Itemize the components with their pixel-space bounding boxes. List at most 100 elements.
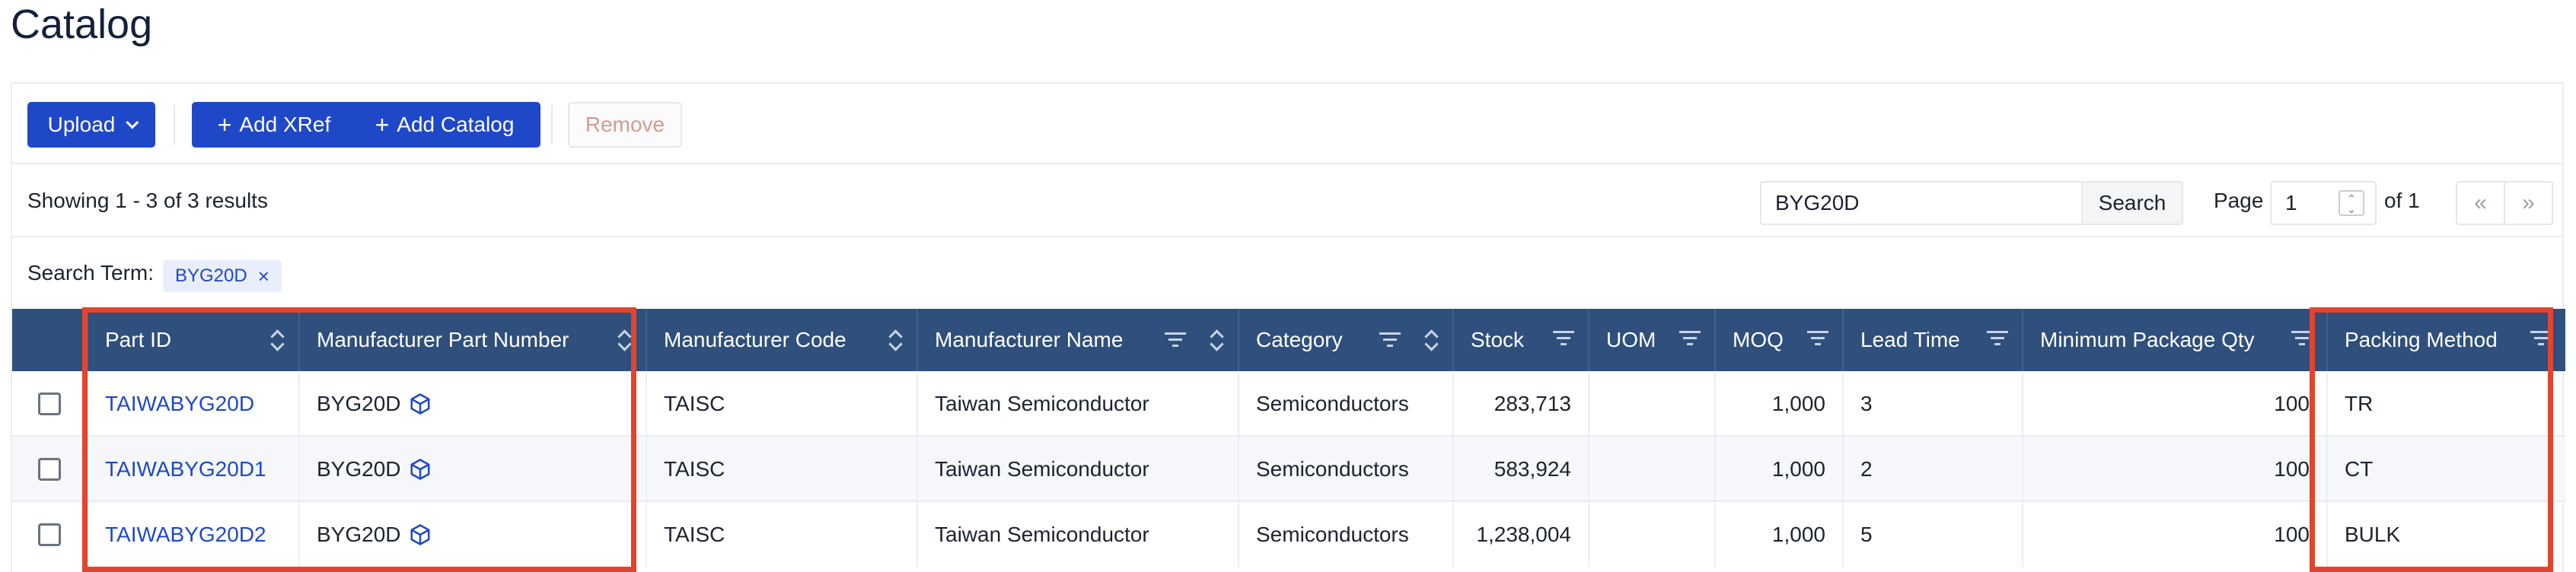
table-row: TAIWABYG20D2 BYG20D TAISC Taiwan Semicon… — [12, 502, 2565, 567]
column-header-manufacturer-code[interactable]: Manufacturer Code — [646, 309, 917, 371]
table-row: TAIWABYG20D1 BYG20D TAISC Taiwan Semicon… — [12, 437, 2565, 502]
cube-icon[interactable] — [409, 523, 432, 546]
column-header-uom[interactable]: UOM — [1588, 309, 1714, 371]
mpn-cell: BYG20D — [298, 437, 646, 502]
stock-cell: 283,713 — [1452, 371, 1588, 437]
page-number-value: 1 — [2285, 191, 2297, 214]
column-header-lead-time[interactable]: Lead Time — [1842, 309, 2022, 371]
lead-time-cell: 2 — [1842, 437, 2022, 502]
column-label: Manufacturer Part Number — [317, 328, 569, 351]
search-button[interactable]: Search — [2081, 181, 2183, 225]
filter-icon[interactable] — [1379, 330, 1401, 350]
column-label: Part ID — [105, 328, 172, 351]
column-header-stock[interactable]: Stock — [1452, 309, 1588, 371]
plus-icon: + — [375, 111, 390, 138]
column-header-category[interactable]: Category — [1238, 309, 1452, 371]
column-label: Manufacturer Name — [935, 328, 1124, 351]
mfr-code-cell: TAISC — [646, 371, 917, 437]
uom-cell — [1588, 371, 1714, 437]
page-stepper-icon[interactable]: ⌃ ⌄ — [2338, 190, 2364, 216]
close-icon[interactable]: × — [257, 264, 269, 288]
upload-label: Upload — [47, 113, 116, 136]
pagination: « » — [2456, 181, 2553, 225]
column-header-manufacturer-part-number[interactable]: Manufacturer Part Number — [298, 309, 646, 371]
page-number-input[interactable]: 1 ⌃ ⌄ — [2270, 181, 2377, 225]
sort-icon[interactable] — [1423, 329, 1439, 351]
filter-icon[interactable] — [2530, 329, 2552, 348]
last-page-icon[interactable]: » — [2522, 190, 2535, 215]
filter-icon[interactable] — [1165, 330, 1186, 350]
moq-cell: 1,000 — [1714, 502, 1842, 567]
filter-icon[interactable] — [1553, 329, 1574, 348]
column-header-minimum-package-qty[interactable]: Minimum Package Qty — [2022, 309, 2326, 371]
highlight-box-packing-column — [2310, 307, 2553, 572]
row-select-cell — [12, 437, 87, 502]
min-package-qty-cell: 100 — [2022, 502, 2326, 567]
filter-icon[interactable] — [1679, 329, 1701, 348]
lead-time-cell: 3 — [1842, 371, 2022, 437]
part-id-link[interactable]: TAIWABYG20D2 — [87, 502, 298, 567]
mpn-value: BYG20D — [317, 457, 401, 481]
column-header-part-id[interactable]: Part ID — [87, 309, 298, 371]
results-summary: Showing 1 - 3 of 3 results — [27, 189, 268, 212]
part-id-link[interactable]: TAIWABYG20D1 — [87, 437, 298, 502]
remove-button[interactable]: Remove — [568, 102, 682, 148]
stock-cell: 583,924 — [1452, 437, 1588, 502]
add-xref-button[interactable]: + Add XRef — [192, 102, 356, 148]
uom-cell — [1588, 437, 1714, 502]
packing-method-cell: BULK — [2326, 502, 2565, 567]
part-id-link[interactable]: TAIWABYG20D — [87, 371, 298, 437]
filter-icon[interactable] — [1987, 329, 2008, 348]
category-cell: Semiconductors — [1238, 502, 1452, 567]
cube-icon[interactable] — [409, 458, 432, 481]
uom-cell — [1588, 502, 1714, 567]
table-row: TAIWABYG20D BYG20D TAISC Taiwan Semicond… — [12, 371, 2565, 437]
page-label: Page — [2214, 189, 2264, 212]
filter-icon[interactable] — [2291, 329, 2313, 348]
lead-time-cell: 5 — [1842, 502, 2022, 567]
mpn-cell: BYG20D — [298, 502, 646, 567]
column-label: Category — [1256, 328, 1343, 351]
column-label: Packing Method — [2345, 328, 2498, 351]
mfr-code-cell: TAISC — [646, 502, 917, 567]
search-term-label: Search Term: — [27, 261, 154, 284]
sort-icon[interactable] — [888, 329, 903, 351]
row-checkbox[interactable] — [38, 392, 61, 415]
mfr-name-cell: Taiwan Semiconductor — [917, 371, 1238, 437]
upload-button[interactable]: Upload — [27, 102, 155, 148]
column-header-packing-method[interactable]: Packing Method — [2326, 309, 2565, 371]
results-bar: Showing 1 - 3 of 3 results BYG20D Search… — [12, 164, 2562, 237]
catalog-card: Upload + Add XRef + Add Catalog Remove S… — [11, 82, 2565, 572]
add-xref-label: Add XRef — [239, 113, 331, 136]
highlight-box-part-columns — [82, 307, 636, 572]
search-input[interactable]: BYG20D — [1760, 181, 2083, 225]
add-catalog-button[interactable]: + Add Catalog — [349, 102, 540, 148]
min-package-qty-cell: 100 — [2022, 437, 2326, 502]
moq-cell: 1,000 — [1714, 371, 1842, 437]
column-header-moq[interactable]: MOQ — [1714, 309, 1842, 371]
mfr-name-cell: Taiwan Semiconductor — [917, 437, 1238, 502]
toolbar: Upload + Add XRef + Add Catalog Remove — [12, 84, 2562, 164]
mfr-name-cell: Taiwan Semiconductor — [917, 502, 1238, 567]
select-column-header — [12, 309, 87, 371]
page-title: Catalog — [11, 2, 153, 47]
mpn-value: BYG20D — [317, 392, 401, 415]
remove-label: Remove — [585, 113, 665, 136]
search-term-value: BYG20D — [175, 265, 247, 286]
category-cell: Semiconductors — [1238, 437, 1452, 502]
table-header: Part ID Manufacturer Part Number Manufac… — [12, 309, 2565, 371]
sort-icon[interactable] — [1209, 329, 1224, 351]
toolbar-divider — [174, 105, 175, 145]
column-header-manufacturer-name[interactable]: Manufacturer Name — [917, 309, 1238, 371]
row-checkbox[interactable] — [38, 523, 61, 546]
packing-method-cell: CT — [2326, 437, 2565, 502]
search-term-tag: BYG20D × — [163, 260, 282, 292]
packing-method-cell: TR — [2326, 371, 2565, 437]
mpn-cell: BYG20D — [298, 371, 646, 437]
cube-icon[interactable] — [409, 392, 432, 415]
row-checkbox[interactable] — [38, 458, 61, 481]
column-label: UOM — [1606, 328, 1656, 351]
filter-icon[interactable] — [1807, 329, 1828, 348]
first-page-icon[interactable]: « — [2457, 183, 2505, 224]
column-label: Lead Time — [1860, 328, 1960, 351]
